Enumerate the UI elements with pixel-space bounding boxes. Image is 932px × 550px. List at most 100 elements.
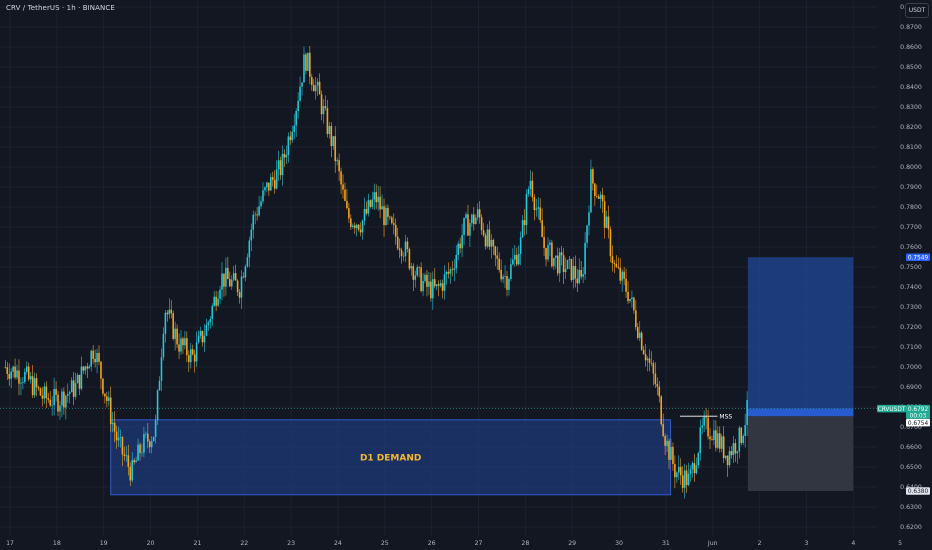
y-tick-label: 0.8000 <box>900 164 922 171</box>
candle-body <box>590 169 592 213</box>
candle-body <box>92 350 94 359</box>
candle-body <box>636 327 639 338</box>
y-tick-label: 0.8200 <box>900 124 922 131</box>
x-tick-label: 28 <box>521 540 529 547</box>
candle-body <box>252 214 255 230</box>
candle-body <box>22 381 24 383</box>
candle-body <box>65 395 67 408</box>
candle-body <box>527 188 530 194</box>
candle-body <box>605 216 608 228</box>
x-tick-label: 26 <box>428 540 436 547</box>
candle-body <box>385 207 387 226</box>
candle-body <box>711 439 713 441</box>
price-label-box <box>906 411 930 419</box>
candle-body <box>638 332 641 338</box>
currency-button[interactable]: USDT <box>905 3 929 18</box>
x-tick-label: 27 <box>475 540 483 547</box>
stop-zone[interactable] <box>747 416 854 491</box>
candle-body <box>160 357 163 381</box>
candle-body <box>340 171 342 185</box>
candle-body <box>113 422 116 432</box>
candle-body <box>679 466 682 476</box>
candle-body <box>39 388 42 396</box>
candle-body <box>515 254 518 265</box>
candle-body <box>109 397 112 425</box>
x-tick-label: 22 <box>240 540 248 547</box>
candle-body <box>215 296 217 306</box>
candle-body <box>72 380 75 397</box>
y-tick-label: 0.7200 <box>900 324 922 331</box>
candle-body <box>12 366 14 372</box>
candle-body <box>738 427 741 452</box>
candle-body <box>25 366 28 372</box>
candle-body <box>47 398 50 400</box>
candle-body <box>334 136 337 162</box>
candle-body <box>195 342 198 362</box>
candle-body <box>205 325 208 336</box>
candle-body <box>133 460 135 463</box>
candle-body <box>70 380 73 393</box>
demand-zone[interactable] <box>110 419 672 496</box>
candle-body <box>166 312 169 315</box>
x-tick-label: 30 <box>615 540 623 547</box>
candle-body <box>609 229 612 257</box>
candle-body <box>332 136 335 147</box>
candle-body <box>49 399 52 406</box>
candle-body <box>258 206 260 216</box>
candle-body <box>383 206 385 226</box>
candle-body <box>180 338 182 352</box>
candle-body <box>31 376 34 396</box>
candle-body <box>84 366 87 371</box>
candle-body <box>691 463 694 470</box>
candle-body <box>342 184 344 190</box>
candle-body <box>254 214 256 216</box>
candle-body <box>648 358 651 363</box>
candle-body <box>424 274 426 281</box>
candle-body <box>104 393 106 397</box>
candle-body <box>275 169 278 189</box>
candle-body <box>328 125 331 134</box>
candle-body <box>186 338 188 356</box>
candle-body <box>551 242 553 267</box>
candle-body <box>467 214 469 236</box>
candle-body <box>213 296 215 306</box>
candle-body <box>289 136 292 141</box>
candle-body <box>53 388 55 406</box>
price-axis[interactable]: 0.62000.63000.64000.65000.66000.67000.68… <box>900 4 922 531</box>
candle-body <box>381 206 383 210</box>
candle-body <box>549 242 551 245</box>
candle-body <box>29 376 32 380</box>
candle-body <box>268 182 270 191</box>
candle-body <box>357 224 360 230</box>
candle-body <box>219 289 221 299</box>
candle-body <box>45 386 48 399</box>
candle-body <box>435 284 438 287</box>
candle-body <box>281 153 284 176</box>
entry-band <box>747 408 854 417</box>
candle-body <box>547 244 549 260</box>
target-zone[interactable] <box>747 257 854 417</box>
candle-body <box>644 354 647 361</box>
candle-body <box>353 225 356 229</box>
candle-body <box>449 269 452 274</box>
candle-body <box>137 444 139 461</box>
candle-body <box>8 373 11 379</box>
time-axis[interactable]: 17 18 19 20 21 22 23 24 25 26 27 28 29 30 31 Jun 2 3 4 5 <box>6 540 902 547</box>
candle-body <box>57 394 59 412</box>
candle-body <box>631 297 633 299</box>
candle-body <box>242 276 245 278</box>
candle-body <box>123 454 126 456</box>
x-tick-label: 29 <box>568 540 576 547</box>
candle-body <box>135 460 137 463</box>
candle-body <box>365 209 368 214</box>
candle-body <box>338 160 340 172</box>
candle-body <box>350 218 352 227</box>
candle-body <box>414 275 417 280</box>
candle-body <box>314 85 317 92</box>
candle-body <box>273 179 276 189</box>
candle-body <box>310 76 313 86</box>
y-tick-label: 0.8100 <box>900 144 922 151</box>
candle-body <box>736 451 739 454</box>
candle-body <box>14 366 16 378</box>
